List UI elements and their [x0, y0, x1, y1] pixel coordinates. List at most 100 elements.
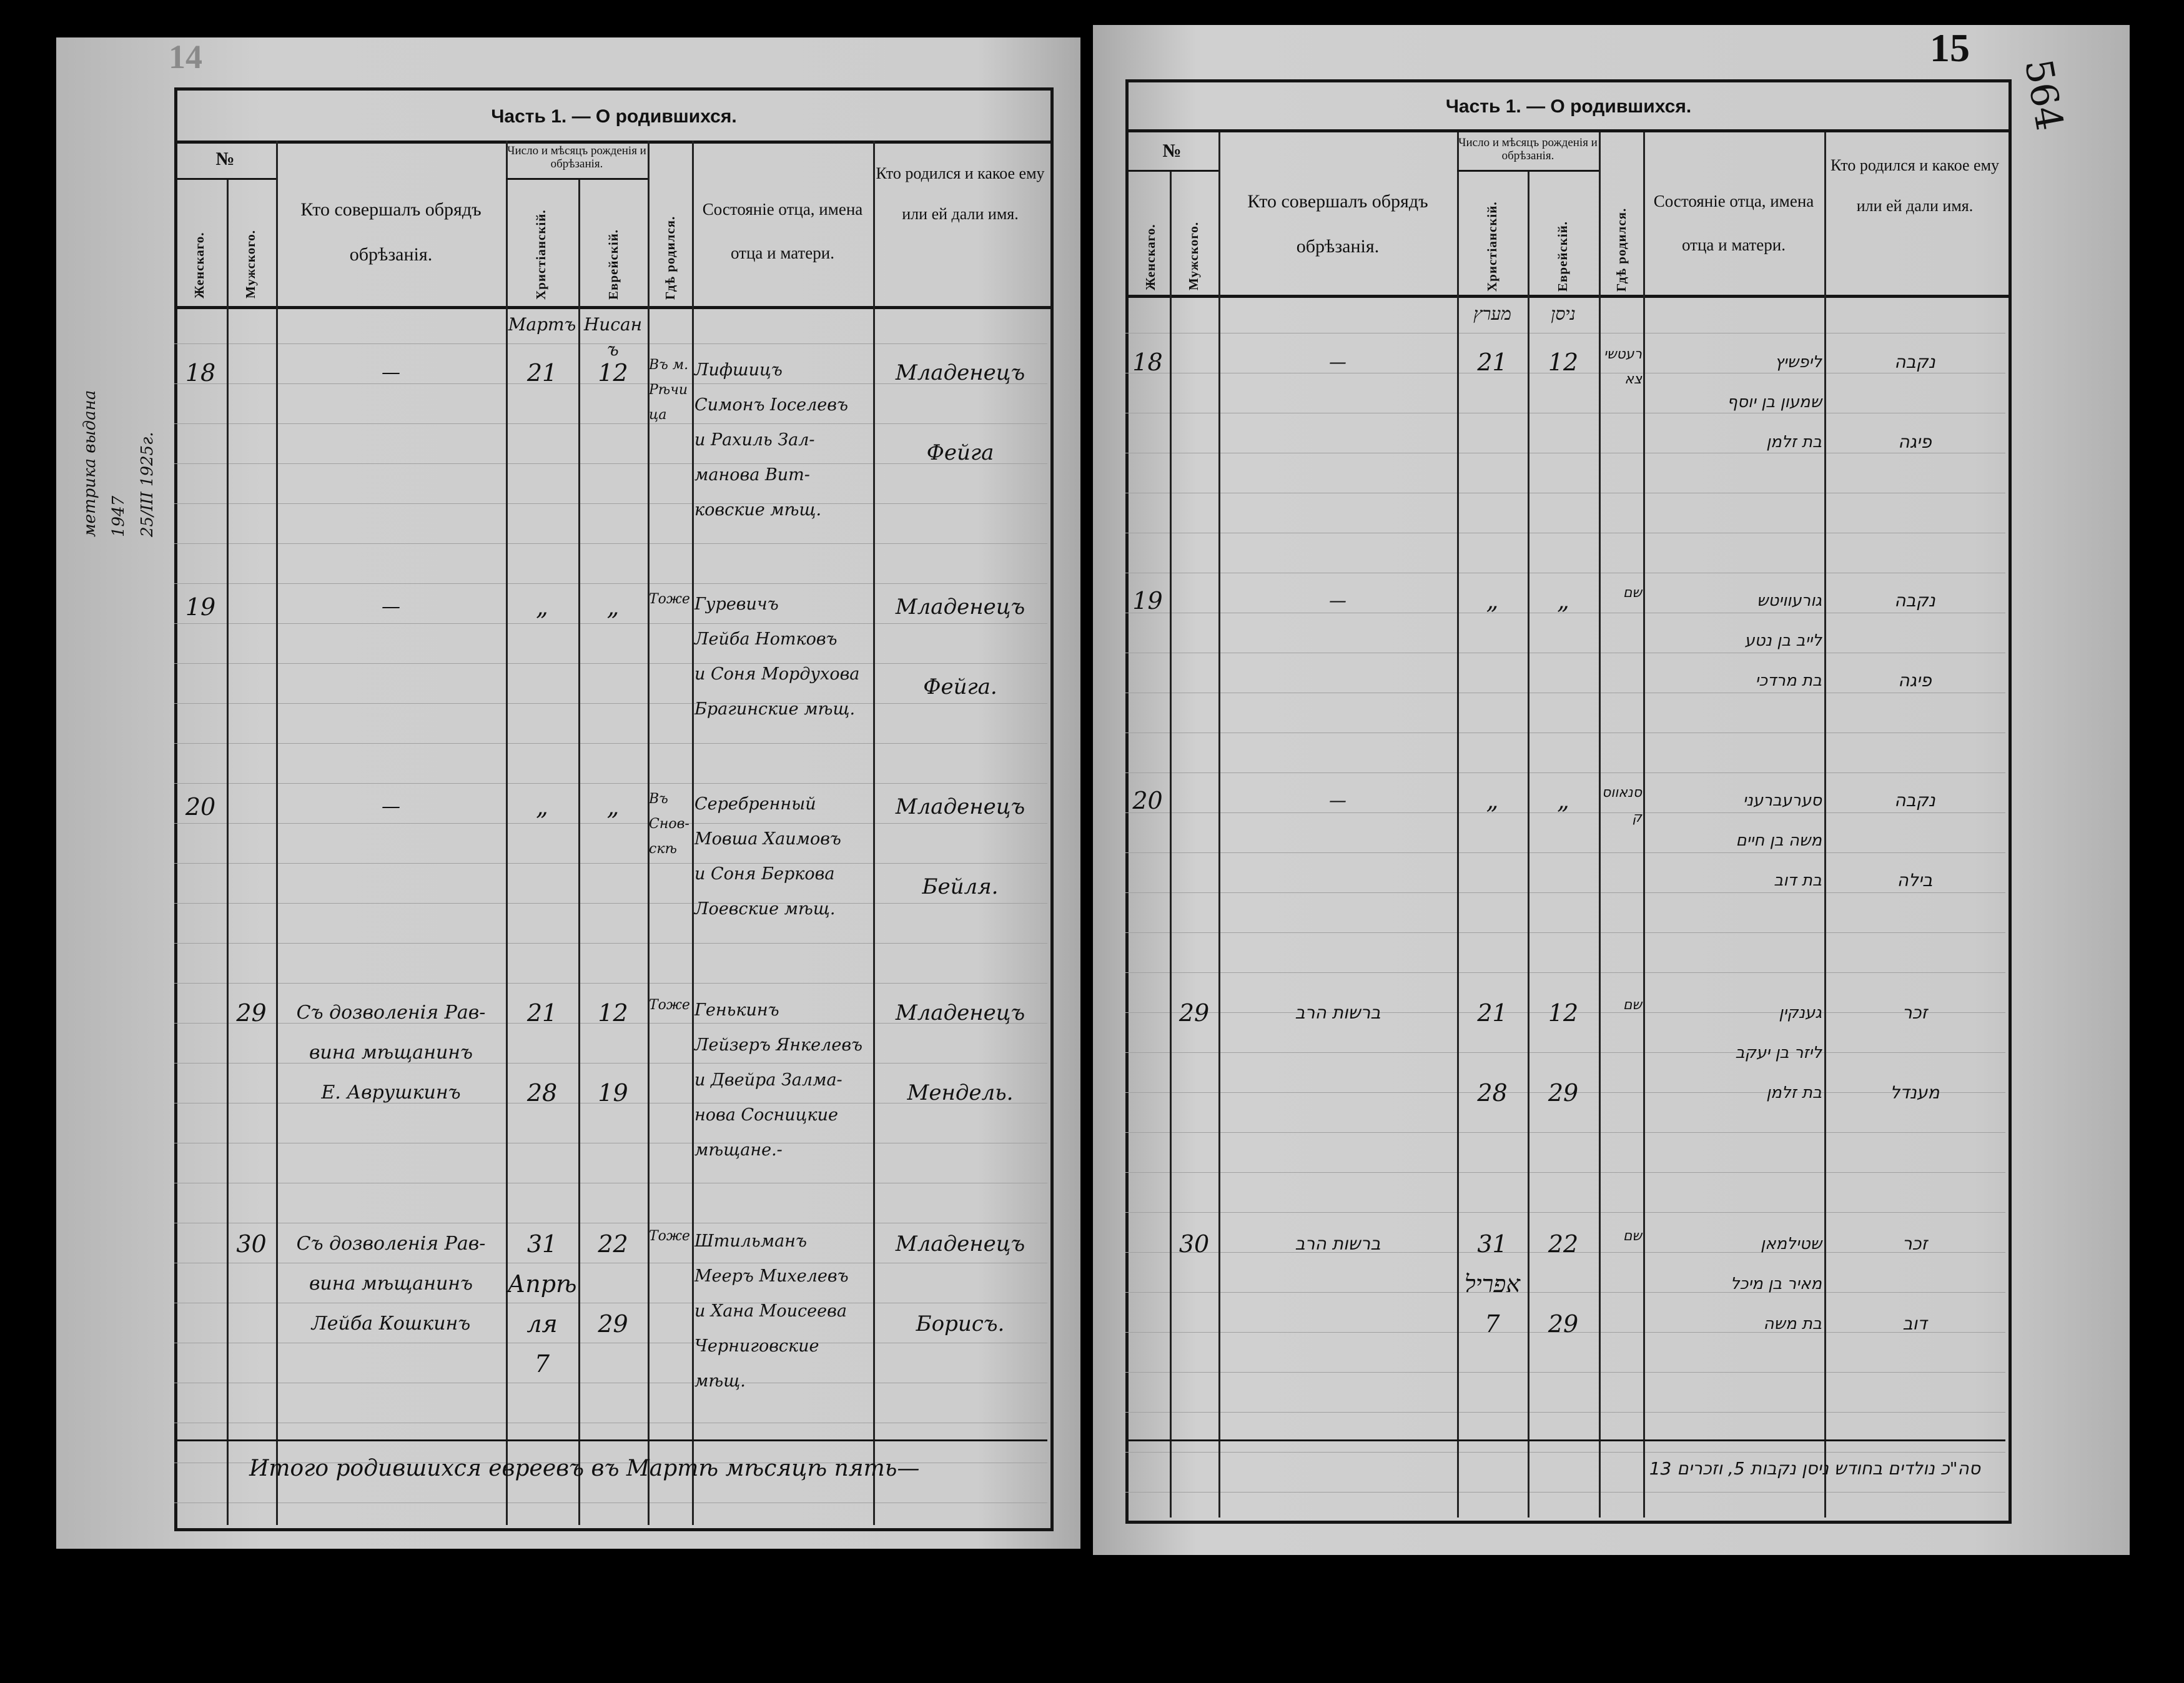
entry-performer: Съ дозволенія Рав- вина мѣщанинъ Лейба К… [296, 1233, 486, 1335]
divider [174, 1439, 1047, 1441]
entry-parents: Штильманъ Мееръ Михелевъ и Хана Моисеева… [694, 1231, 849, 1391]
ruled-line [1125, 1292, 2005, 1293]
month-jewish: Нисанъ [583, 314, 643, 360]
entry-christian-date: „ [1486, 587, 1499, 614]
entry-birthplace: Въ Снов- скѣ [649, 791, 689, 857]
entry-jewish-date: „ [606, 793, 620, 821]
header-place: Гдѣ родился. [663, 215, 678, 300]
month-christian: Мартъ [508, 314, 576, 335]
ruled-line [174, 423, 1047, 424]
entry-parents: גענקין ליזר בן יעקב בת זלמן [1735, 1004, 1822, 1102]
entry-christian-date: „ [536, 793, 548, 821]
left-page-title: Часть 1. — О родившихся. [491, 106, 737, 127]
ruled-line [174, 863, 1047, 864]
header-number: № [215, 149, 235, 169]
entry-christian-date: „ [1486, 787, 1499, 814]
entry-performer: — [382, 796, 400, 817]
column-divider [692, 141, 694, 1525]
ruled-line [174, 663, 1047, 664]
entry-jewish-date: „ [606, 593, 620, 621]
header-male: Мужского. [1186, 221, 1201, 290]
column-divider [1170, 172, 1172, 1518]
header-performer: Кто совершалъ обрядъ обрѣзанія. [300, 199, 482, 265]
header-parents: Состояніе отца, имена отца и матери. [1653, 192, 1814, 255]
entry-female-number: 19 [185, 593, 216, 621]
entry-child-name: Младенецъ Борисъ. [895, 1231, 1025, 1336]
divider [1129, 295, 2009, 298]
entry-child-name: Младенецъ Бейля. [895, 794, 1025, 899]
ruled-line [1125, 852, 2005, 853]
entry-birthplace: Тоже [649, 1228, 690, 1244]
ruled-line [174, 743, 1047, 744]
header-christian: Христіанскій. [1485, 201, 1500, 292]
entry-performer: — [1329, 352, 1346, 372]
ruled-line [174, 383, 1047, 384]
column-divider [506, 141, 508, 1525]
entry-birthplace: סנאווסק [1601, 785, 1642, 826]
entry-child-name: נקבה פיגה [1894, 352, 1935, 452]
entry-performer: ברשות הרב [1295, 1002, 1381, 1023]
ruled-line [174, 543, 1047, 544]
header-jewish: Еврейскій. [606, 229, 621, 300]
margin-note: метрика выдана 1947 25/III 1925г. [81, 390, 157, 537]
entry-jewish-date: 22 29 [598, 1230, 628, 1338]
entry-performer: Съ дозволенія Рав- вина мѣщанинъ Е. Авру… [296, 1002, 486, 1103]
ruled-line [174, 1063, 1047, 1064]
entry-performer: — [382, 596, 400, 618]
divider [174, 178, 276, 180]
ruled-line [174, 823, 1047, 824]
ruled-line [1125, 1172, 2005, 1173]
total-line: Итого родившихся евреевъ въ Мартѣ мѣсяцѣ… [249, 1456, 920, 1481]
ruled-line [174, 703, 1047, 704]
column-divider [1218, 132, 1220, 1518]
header-number: № [1162, 141, 1182, 161]
column-divider [1643, 132, 1645, 1518]
right-page [1093, 25, 2130, 1555]
ruled-line [1125, 812, 2005, 813]
header-parents: Состояніе отца, имена отца и матери. [702, 200, 863, 263]
entry-jewish-date: 22 29 [1548, 1230, 1579, 1338]
entry-christian-date: 21 28 [1477, 999, 1508, 1107]
entry-performer: — [382, 362, 400, 383]
header-christian: Христіанскій. [533, 209, 548, 300]
entry-birthplace: שם [1623, 997, 1642, 1013]
column-divider [227, 180, 229, 1525]
entry-child-name: Младенецъ Фейга [895, 360, 1025, 465]
ruled-line [1125, 1252, 2005, 1253]
entry-birthplace: Въ м. Рѣчица [649, 357, 689, 423]
divider [1125, 1439, 2005, 1441]
ruled-line [1125, 972, 2005, 973]
entry-jewish-date: 12 [1548, 348, 1579, 376]
entry-male-number: 29 [1178, 999, 1210, 1027]
header-child: Кто родился и какое ему или ей дали имя. [876, 164, 1045, 223]
entry-parents: ליפשיץ שמעון בן יוסף בת זלמן [1727, 353, 1822, 452]
entry-birthplace: רעטשיצא [1604, 347, 1642, 387]
ruled-line [1125, 1092, 2005, 1093]
entry-child-name: זכר דוב [1902, 1233, 1928, 1334]
entry-parents: גורעוויטש לייב בן נטע בת מרדכי [1744, 591, 1822, 690]
left-page-number: 14 [169, 38, 202, 76]
ruled-line [1125, 1372, 2005, 1373]
column-divider [1824, 132, 1826, 1518]
header-place: Гдѣ родился. [1614, 207, 1629, 292]
entry-parents: Гуревичъ Лейба Нотковъ и Соня Мордухова … [694, 595, 860, 719]
entry-birthplace: שם [1623, 585, 1642, 601]
entry-christian-date: „ [536, 593, 548, 621]
header-female: Женскаго. [192, 232, 207, 299]
ruled-line [1125, 1212, 2005, 1213]
entry-female-number: 19 [1132, 587, 1163, 614]
entry-performer: — [1329, 790, 1346, 811]
month-jewish: ניסן [1551, 304, 1576, 324]
entry-child-name: נקבה פיגה [1894, 590, 1935, 691]
ruled-line [1125, 772, 2005, 773]
column-divider [873, 141, 875, 1525]
entry-parents: Серебренный Мовша Хаимовъ и Соня Беркова… [694, 794, 841, 919]
entry-female-number: 18 [1132, 348, 1163, 376]
header-jewish: Еврейскій. [1555, 220, 1570, 292]
divider [177, 306, 1050, 309]
ruled-line [174, 343, 1047, 344]
column-divider [1457, 132, 1459, 1518]
ruled-line [174, 983, 1047, 984]
ruled-line [1125, 1132, 2005, 1133]
column-divider [648, 141, 650, 1525]
